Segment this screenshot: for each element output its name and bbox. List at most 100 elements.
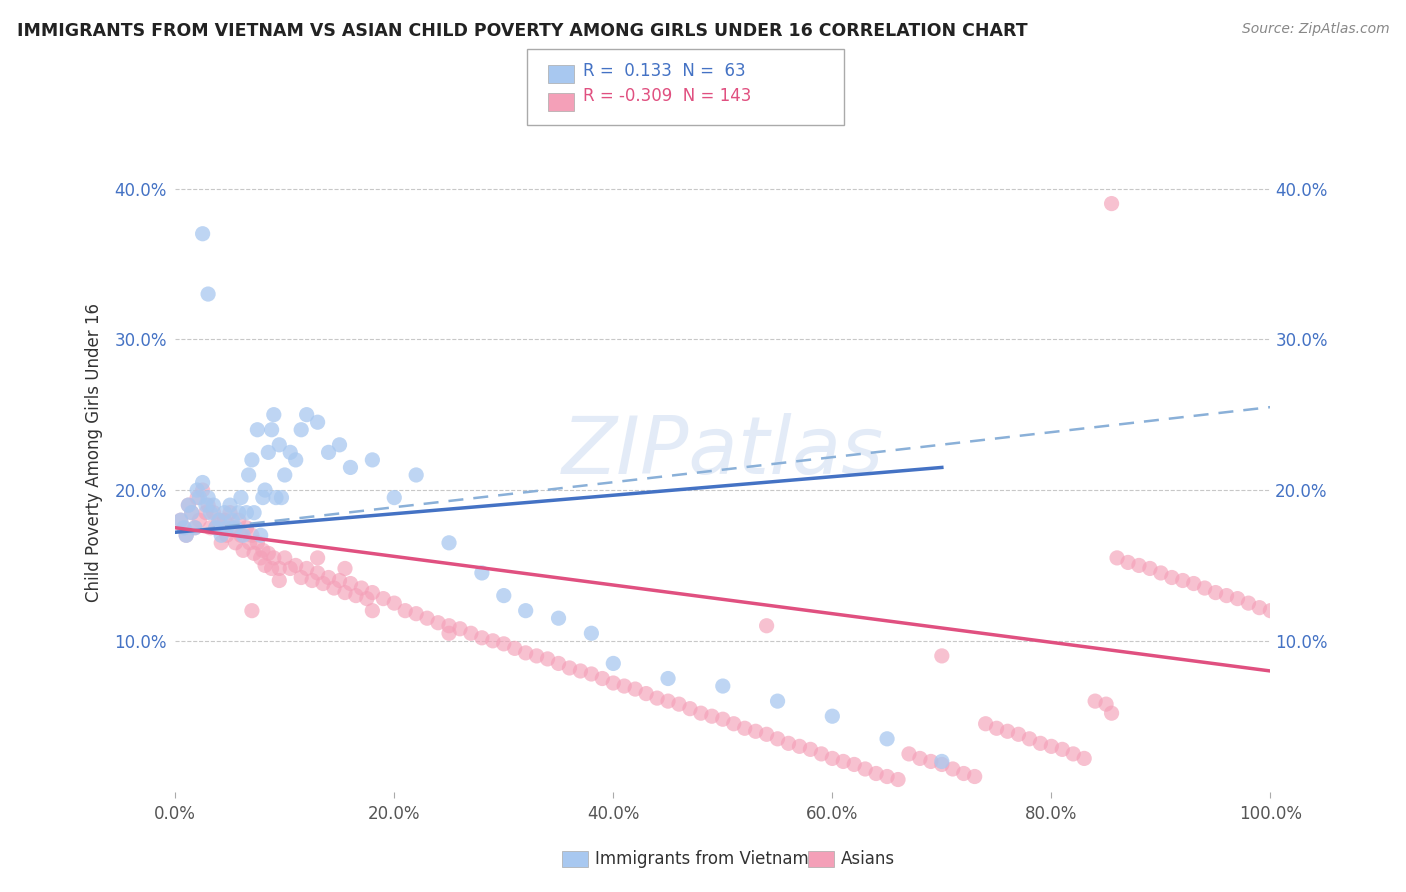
Point	[942, 762, 965, 776]
Point	[482, 633, 505, 648]
Point	[284, 558, 307, 573]
Point	[204, 521, 226, 535]
Point	[810, 747, 832, 761]
Point	[214, 506, 236, 520]
Point	[318, 445, 340, 459]
Point	[755, 727, 778, 741]
Point	[224, 521, 246, 535]
Point	[339, 576, 361, 591]
Point	[188, 513, 211, 527]
Point	[657, 694, 679, 708]
Point	[232, 543, 254, 558]
Point	[1062, 747, 1084, 761]
Point	[208, 513, 231, 527]
Point	[1040, 739, 1063, 754]
Point	[232, 528, 254, 542]
Point	[239, 536, 262, 550]
Point	[1249, 600, 1271, 615]
Point	[186, 491, 208, 505]
Point	[361, 604, 384, 618]
Point	[382, 596, 405, 610]
Point	[887, 772, 910, 787]
Point	[931, 757, 953, 772]
Point	[952, 766, 974, 780]
Point	[1052, 742, 1074, 756]
Point	[515, 604, 537, 618]
Point	[344, 589, 367, 603]
Point	[290, 570, 312, 584]
Point	[269, 438, 291, 452]
Point	[323, 581, 346, 595]
Point	[382, 491, 405, 505]
Point	[215, 521, 238, 535]
Point	[229, 491, 252, 505]
Point	[778, 736, 800, 750]
Point	[394, 604, 416, 618]
Point	[339, 460, 361, 475]
Point	[1194, 581, 1216, 595]
Point	[173, 521, 195, 535]
Point	[515, 646, 537, 660]
Point	[263, 408, 285, 422]
Point	[471, 631, 494, 645]
Point	[427, 615, 450, 630]
Point	[219, 498, 242, 512]
Point	[257, 445, 280, 459]
Point	[821, 751, 844, 765]
Point	[503, 641, 526, 656]
Point	[547, 611, 569, 625]
Point	[260, 561, 283, 575]
Point	[711, 679, 734, 693]
Point	[191, 483, 214, 497]
Point	[602, 676, 624, 690]
Point	[170, 513, 193, 527]
Point	[821, 709, 844, 723]
Point	[536, 652, 558, 666]
Point	[449, 622, 471, 636]
Point	[191, 227, 214, 241]
Point	[832, 755, 855, 769]
Point	[235, 506, 257, 520]
Point	[170, 513, 193, 527]
Point	[492, 589, 515, 603]
Point	[228, 513, 250, 527]
Point	[1073, 751, 1095, 765]
Point	[361, 585, 384, 599]
Point	[361, 453, 384, 467]
Point	[734, 721, 756, 735]
Point	[931, 755, 953, 769]
Text: ZIPatlas: ZIPatlas	[562, 413, 884, 491]
Point	[865, 766, 887, 780]
Point	[931, 648, 953, 663]
Point	[471, 566, 494, 580]
Point	[246, 536, 269, 550]
Point	[221, 521, 243, 535]
Point	[997, 724, 1019, 739]
Point	[744, 724, 766, 739]
Point	[1084, 694, 1107, 708]
Point	[789, 739, 811, 754]
Point	[963, 770, 986, 784]
Text: Immigrants from Vietnam: Immigrants from Vietnam	[595, 850, 808, 868]
Point	[1095, 697, 1118, 711]
Point	[1182, 576, 1205, 591]
Point	[690, 706, 713, 721]
Point	[200, 506, 222, 520]
Point	[219, 506, 242, 520]
Point	[657, 672, 679, 686]
Point	[177, 498, 200, 512]
Point	[1160, 570, 1182, 584]
Point	[243, 546, 266, 560]
Point	[209, 528, 232, 542]
Point	[184, 521, 207, 535]
Point	[278, 561, 301, 575]
Point	[1029, 736, 1052, 750]
Point	[290, 423, 312, 437]
Point	[328, 438, 350, 452]
Point	[437, 619, 460, 633]
Point	[1226, 591, 1249, 606]
Point	[312, 576, 335, 591]
Point	[328, 574, 350, 588]
Text: R = -0.309  N = 143: R = -0.309 N = 143	[583, 87, 752, 104]
Point	[194, 498, 217, 512]
